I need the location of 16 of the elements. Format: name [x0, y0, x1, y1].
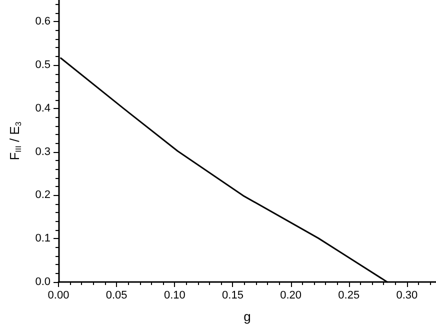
y-tick-label: 0.2: [35, 189, 50, 202]
x-tick-label: 0.15: [222, 290, 244, 302]
y-tick-label: 0.6: [35, 16, 50, 28]
x-tick-label: 0.00: [48, 290, 70, 302]
y-tick-label: 0.3: [35, 146, 50, 158]
x-tick-label: 0.10: [164, 290, 186, 302]
y-tick-label: 0.0: [35, 276, 50, 288]
y-tick-label: 0.1: [35, 232, 50, 245]
y-axis-title: FIII / E3: [7, 121, 23, 160]
x-tick-label: 0.30: [396, 290, 418, 302]
x-axis-title: g: [244, 309, 251, 324]
x-tick-label: 0.25: [338, 290, 360, 302]
y-tick-label: 0.4: [35, 102, 50, 114]
x-tick-label: 0.20: [280, 290, 302, 302]
x-tick-label: 0.05: [106, 290, 128, 302]
y-tick-label: 0.5: [35, 59, 50, 72]
